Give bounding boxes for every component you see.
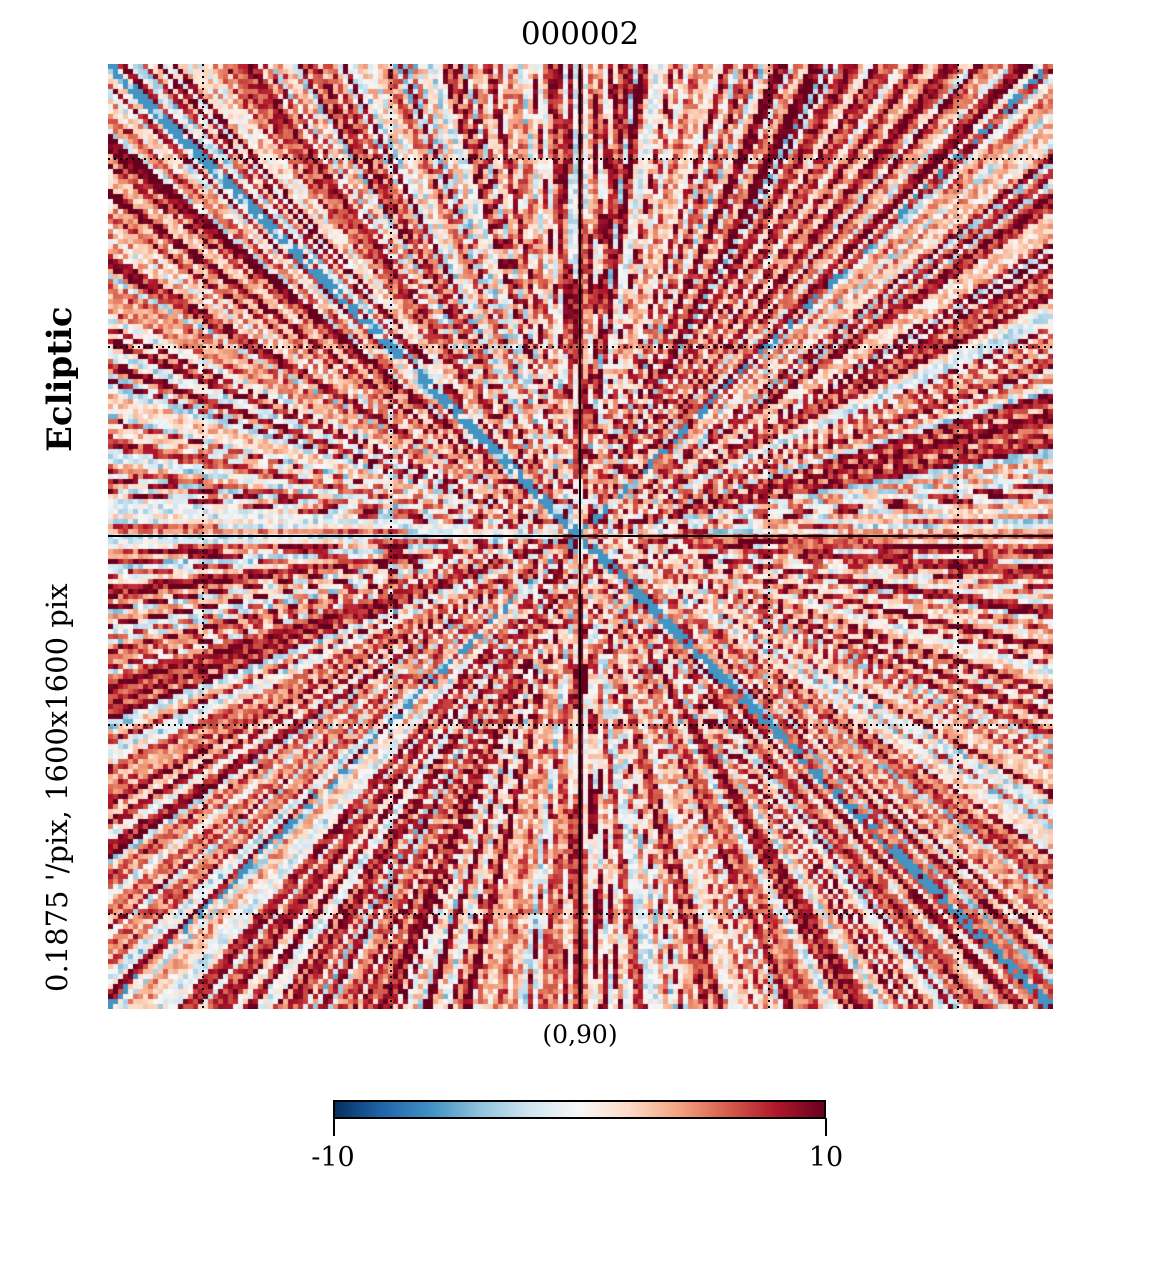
colorbar-tick-label-max: 10 [808, 1142, 844, 1173]
colorbar-tick-max [825, 1118, 827, 1136]
colorbar-tick-min [333, 1118, 335, 1136]
colorbar [333, 1100, 826, 1119]
heatmap-plot-area [108, 64, 1053, 1009]
chart-title: 000002 [520, 16, 640, 52]
graticule [108, 64, 1053, 1009]
center-coordinate-label: (0,90) [542, 1020, 618, 1049]
coordinate-system-label: Ecliptic [40, 306, 80, 452]
resolution-label: 0.1875 '/pix, 1600x1600 pix [40, 583, 74, 992]
colorbar-tick-label-min: -10 [311, 1142, 355, 1173]
